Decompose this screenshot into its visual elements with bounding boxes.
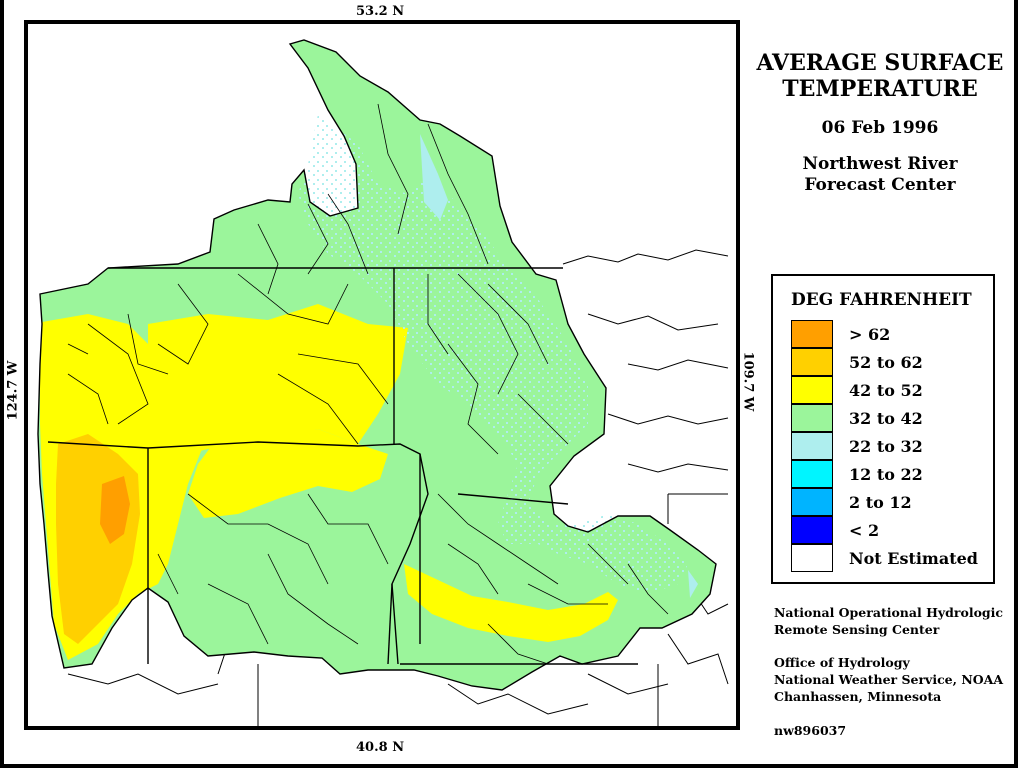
legend-item: 2 to 12 [791,488,912,516]
product-id: nw896037 [774,723,847,738]
state-boundaries [47,267,638,665]
legend-item: 22 to 32 [791,432,923,460]
legend-item: 32 to 42 [791,404,923,432]
legend-label: 32 to 42 [849,408,923,428]
legend-item: 12 to 22 [791,460,923,488]
map-date: 06 Feb 1996 [821,118,939,138]
organization-line-1: Northwest River [802,154,958,174]
map-title: AVERAGE SURFACE TEMPERATURE 06 Feb 1996 … [752,50,1008,196]
credit-line: Remote Sensing Center [774,622,940,637]
legend-item: 42 to 52 [791,376,923,404]
legend-label: 12 to 22 [849,464,923,484]
legend-label: > 62 [849,324,891,344]
title-line-2: TEMPERATURE [782,76,978,102]
sub-basin-lines [67,103,669,665]
map-canvas: 53.2 N 40.8 N 124.7 W 109.7 W [4,0,1014,764]
credit-line: Office of Hydrology [774,655,910,670]
legend: DEG FAHRENHEIT > 62 52 to 62 42 to 52 32… [771,274,995,584]
legend-swatch [791,320,833,348]
legend-swatch [791,460,833,488]
legend-heading: DEG FAHRENHEIT [791,290,972,310]
credit-office: Office of Hydrology National Weather Ser… [774,654,1003,705]
title-line-1: AVERAGE SURFACE [756,50,1004,76]
west-coordinate-label: 124.7 W [5,360,21,421]
map-frame [24,20,740,730]
legend-item: Not Estimated [791,544,978,572]
basin-map [37,39,729,726]
credit-line: National Weather Service, NOAA [774,672,1004,687]
basin-temperature-region [38,40,716,690]
legend-swatch [791,348,833,376]
legend-swatch [791,432,833,460]
legend-label: 52 to 62 [849,352,923,372]
legend-label: 22 to 32 [849,436,923,456]
east-coordinate-label: 109.7 W [740,351,756,412]
legend-swatch [791,516,833,544]
legend-label: 2 to 12 [849,492,912,512]
legend-label: Not Estimated [849,548,978,568]
legend-item: > 62 [791,320,890,348]
legend-swatch [791,376,833,404]
credit-nohrsc: National Operational Hydrologic Remote S… [774,604,1003,638]
basin-outline [37,39,717,691]
legend-swatch [791,544,833,572]
legend-label: < 2 [849,520,880,540]
south-coordinate-label: 40.8 N [356,740,405,755]
legend-swatch [791,404,833,432]
north-coordinate-label: 53.2 N [356,4,405,19]
organization-line-2: Forecast Center [804,175,956,195]
credit-line: Chanhassen, Minnesota [774,689,942,704]
legend-item: < 2 [791,516,879,544]
legend-swatch [791,488,833,516]
legend-label: 42 to 52 [849,380,923,400]
credit-line: National Operational Hydrologic [774,605,1004,620]
legend-item: 52 to 62 [791,348,923,376]
